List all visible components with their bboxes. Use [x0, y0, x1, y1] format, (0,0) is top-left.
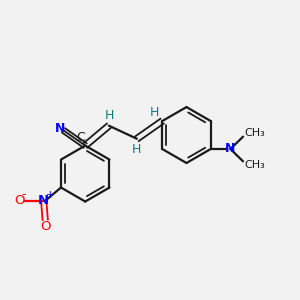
- Text: CH₃: CH₃: [244, 128, 265, 138]
- Text: N: N: [38, 194, 49, 207]
- Text: -: -: [21, 188, 26, 201]
- Text: H: H: [105, 109, 115, 122]
- Text: CH₃: CH₃: [244, 160, 265, 170]
- Text: N: N: [55, 122, 65, 135]
- Text: H: H: [132, 142, 142, 156]
- Text: C: C: [76, 131, 85, 145]
- Text: H: H: [149, 106, 159, 119]
- Text: O: O: [40, 220, 50, 233]
- Text: N: N: [225, 142, 236, 155]
- Text: +: +: [46, 190, 55, 200]
- Text: O: O: [14, 194, 25, 207]
